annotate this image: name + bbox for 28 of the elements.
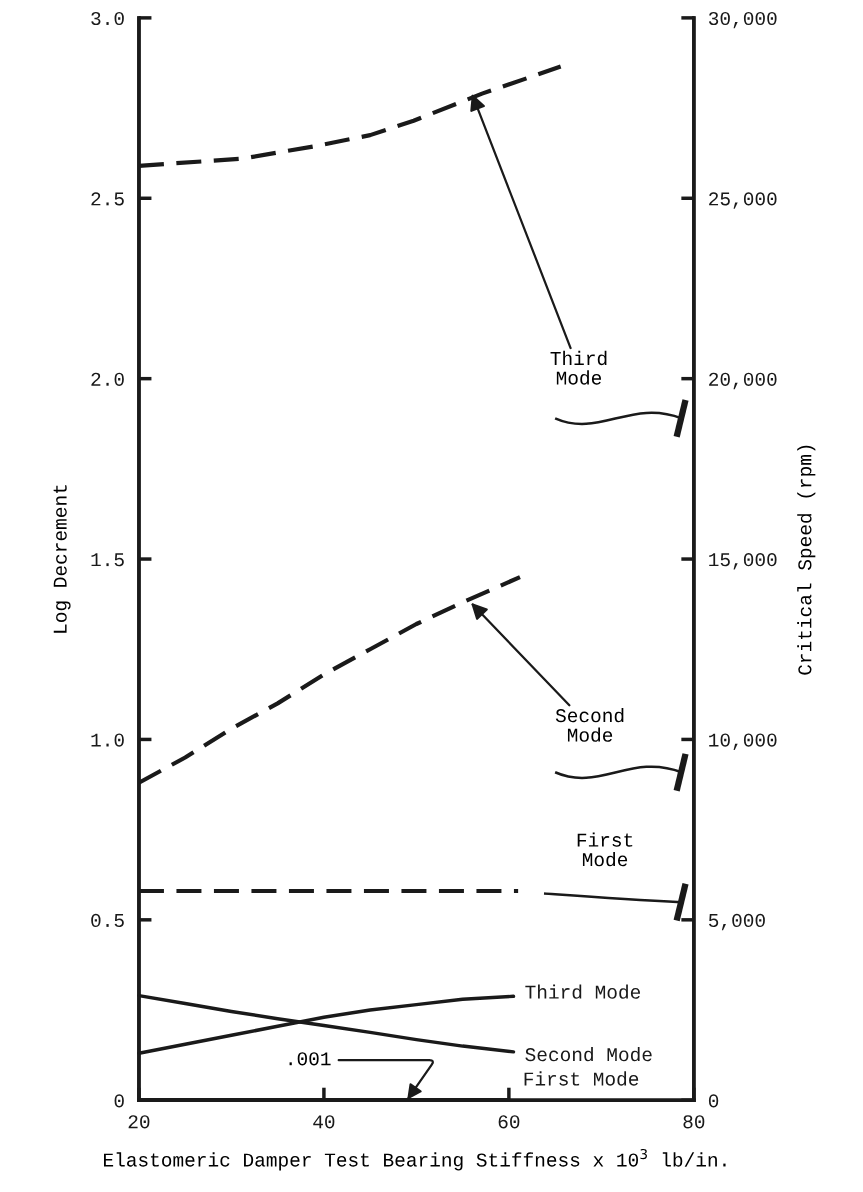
y-tick-label: 2.5 bbox=[91, 192, 124, 206]
y-tick-label: 1.0 bbox=[91, 733, 124, 747]
y2-tick-label: 20,000 bbox=[709, 372, 777, 390]
y-tick-label: 0.5 bbox=[91, 913, 124, 928]
annotation: .001 bbox=[289, 1052, 331, 1066]
y-tick-label: 1.5 bbox=[91, 553, 124, 567]
annotation: Third Mode bbox=[550, 350, 607, 385]
y2-axis-title: Critical Speed (rpm) bbox=[797, 445, 816, 675]
y2-tick-label: 10,000 bbox=[709, 733, 777, 750]
x-tick-label: 60 bbox=[498, 1115, 520, 1129]
series-label: First Mode bbox=[524, 1071, 639, 1086]
y-tick-label: 3.0 bbox=[91, 11, 124, 26]
series-label: Second Mode bbox=[525, 1046, 652, 1062]
y2-tick-label: 25,000 bbox=[709, 192, 777, 209]
y-tick-label: 2.0 bbox=[91, 372, 124, 386]
x-tick-label: 20 bbox=[128, 1115, 150, 1129]
y-axis-title: Log Decrement bbox=[53, 485, 71, 633]
annotation: Second Mode bbox=[555, 707, 624, 742]
x-axis-title: Elastomeric Damper Test Bearing Stiffness x 10$^{3}$ lb/in. bbox=[104, 1148, 726, 1171]
y2-tick-label: 0 bbox=[708, 1094, 719, 1108]
y2-tick-label: 30,000 bbox=[708, 11, 777, 29]
x-tick-label: 80 bbox=[683, 1115, 705, 1129]
annotation: First Mode bbox=[577, 832, 633, 867]
x-tick-label: 40 bbox=[313, 1115, 335, 1129]
series-label: Third Mode bbox=[525, 984, 641, 999]
y2-tick-label: 5,000 bbox=[708, 913, 765, 931]
y2-tick-label: 15,000 bbox=[709, 553, 777, 570]
y-tick-label: 0 bbox=[114, 1094, 124, 1108]
